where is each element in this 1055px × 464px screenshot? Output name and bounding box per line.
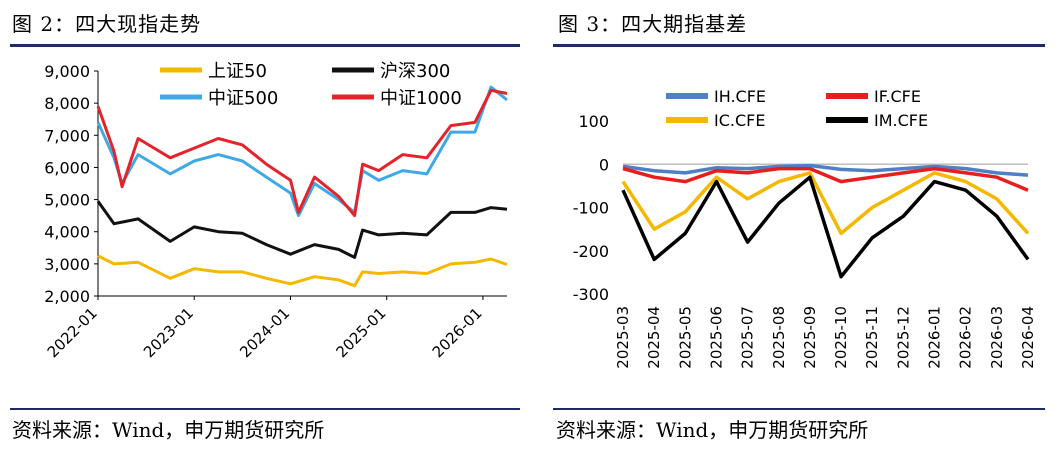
x-tick-label: 2025-12 <box>894 306 912 369</box>
left-panel-title: 图 2：四大现指走势 <box>12 12 202 36</box>
series-line-4 <box>96 88 508 218</box>
legend-label: IH.CFE <box>714 87 766 106</box>
y-tick-label: 3,000 <box>44 255 90 274</box>
y-tick-label: 5,000 <box>44 191 90 210</box>
legend-label: 中证1000 <box>380 88 462 109</box>
left-title-rule <box>10 44 520 47</box>
y-tick-label: 100 <box>578 112 609 131</box>
right-title-rule <box>553 44 1045 47</box>
right-source-text: 资料来源：Wind，申万期货研究所 <box>556 418 869 442</box>
legend-label: 中证500 <box>208 88 278 109</box>
y-tick-label: 2,000 <box>44 287 90 306</box>
series-line-2 <box>622 166 1029 192</box>
x-tick-label: 2022-01 <box>44 304 101 361</box>
x-tick-label: 2025-07 <box>739 306 757 369</box>
index-trend-chart: 2,000 3,000 4,000 5,000 6,000 7,000 8,000 9,000… <box>44 61 508 361</box>
y-tick-label: 8,000 <box>44 94 90 113</box>
series-line-4 <box>621 175 1030 279</box>
left-source-rule <box>10 408 520 410</box>
x-tick-label: 2026-03 <box>988 306 1006 369</box>
x-tick-label: 2025-01 <box>332 304 389 361</box>
right-source-rule <box>553 408 1045 410</box>
x-tick-label: 2024-01 <box>236 304 293 361</box>
y-tick-label: 4,000 <box>44 223 90 242</box>
legend-label: IM.CFE <box>874 111 928 130</box>
series-line-1 <box>622 163 1029 177</box>
legend-label: 上证50 <box>208 61 267 82</box>
legend-label: IF.CFE <box>874 87 921 106</box>
y-tick-label: 6,000 <box>44 158 90 177</box>
series-line-3 <box>96 85 508 218</box>
legend-label: IC.CFE <box>714 111 765 130</box>
y-tick-label: 0 <box>599 155 609 174</box>
right-panel-title: 图 3：四大期指基差 <box>558 12 748 36</box>
left-source-text: 资料来源：Wind，申万期货研究所 <box>12 418 325 442</box>
series-line-3 <box>621 171 1030 236</box>
series-line-1 <box>97 254 508 288</box>
x-tick-label: 2026-02 <box>957 306 975 369</box>
x-tick-label: 2023-01 <box>140 304 197 361</box>
x-tick-label: 2025-11 <box>863 306 881 369</box>
x-tick-label: 2025-08 <box>770 306 788 369</box>
x-tick-label: 2025-03 <box>614 306 632 369</box>
y-tick-label: 9,000 <box>44 62 90 81</box>
x-tick-label: 2025-09 <box>801 306 819 369</box>
x-tick-label: 2026-04 <box>1019 306 1037 369</box>
y-tick-label: 7,000 <box>44 126 90 145</box>
x-tick-label: 2025-05 <box>676 306 694 369</box>
legend-label: 沪深300 <box>380 61 450 82</box>
series-line-2 <box>96 200 508 259</box>
futures-basis-chart: 100 0 -100 -200 -300 2025-03 2025-04 2025-05 202… <box>573 87 1037 369</box>
x-tick-label: 2025-06 <box>707 306 725 369</box>
y-tick-label: -300 <box>573 285 609 304</box>
x-tick-label: 2025-04 <box>645 306 663 369</box>
y-tick-label: -100 <box>573 199 609 218</box>
y-tick-label: -200 <box>573 242 609 261</box>
x-tick-label: 2026-01 <box>429 304 486 361</box>
x-tick-label: 2026-01 <box>926 306 944 369</box>
x-tick-label: 2025-10 <box>832 306 850 369</box>
